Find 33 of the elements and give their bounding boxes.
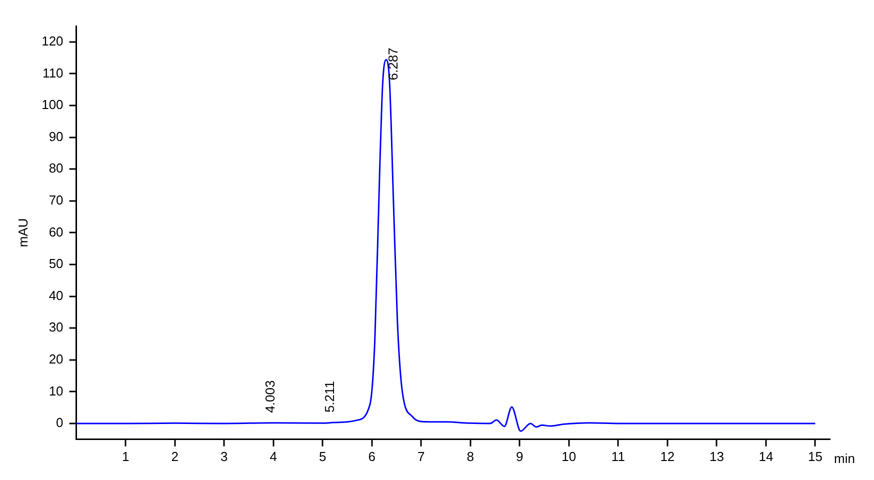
x-tick-label: 11 [611,448,625,464]
annotation: 5.211 [322,380,338,413]
x-tick-label: 2 [171,448,178,464]
annotation: 4.003 [262,380,278,413]
annotation: 6.287 [386,48,401,80]
x-tick-label: 5 [318,448,326,464]
x-tick-label: 10 [562,448,576,464]
x-tick-label: 8 [466,448,474,464]
y-tick-label: 10 [48,383,64,398]
x-tick-label: 7 [418,448,425,464]
x-tick-label: 14 [758,448,774,464]
y-tick-label: 120 [42,33,64,48]
x-axis-title: min [834,450,855,466]
y-tick-label: 80 [48,160,64,176]
y-tick-label: 70 [48,192,64,208]
x-tick-label: 6 [368,448,376,464]
y-axis-title: mAU [15,218,30,248]
y-tick-label: 100 [42,97,64,112]
x-tick-label: 13 [709,448,724,464]
x-tick-label: 9 [516,448,524,464]
y-tick-label: 110 [42,65,64,80]
y-tick-label: 30 [48,320,64,335]
y-tick-label: 90 [48,128,64,144]
y-tick-label: 60 [48,224,64,240]
x-tick-label: 12 [660,448,675,464]
x-tick-label: 3 [220,448,228,464]
x-tick-label: 1 [122,448,130,464]
y-tick-label: 0 [56,415,64,430]
x-tick-label: 15 [808,448,822,464]
x-tick-label: 4 [270,448,277,464]
y-tick-label: 20 [48,351,64,366]
y-tick-label: 50 [48,256,64,272]
y-tick-label: 40 [48,288,64,303]
